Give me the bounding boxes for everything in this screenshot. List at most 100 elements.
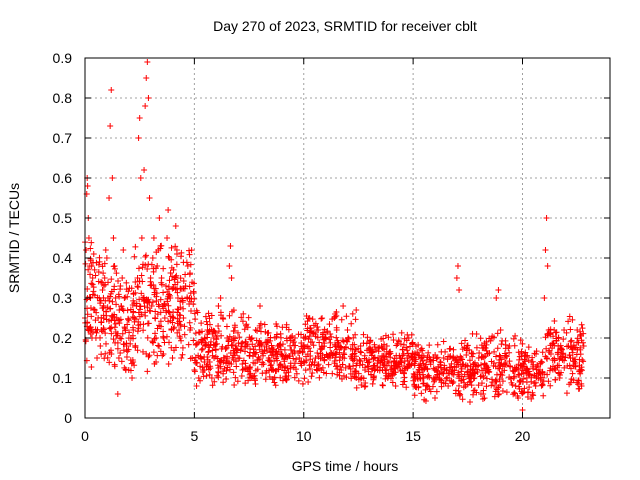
data-point (515, 366, 522, 373)
data-point (180, 305, 187, 312)
data-point (383, 367, 390, 374)
data-point (460, 384, 467, 391)
data-point (256, 355, 263, 362)
data-point (456, 287, 463, 293)
data-point (419, 357, 426, 364)
data-point (305, 315, 312, 322)
data-point (152, 315, 159, 322)
data-point (459, 346, 466, 353)
data-point (453, 356, 460, 363)
data-point (168, 244, 175, 251)
data-point (293, 370, 300, 377)
data-point (157, 296, 164, 303)
data-point (120, 347, 127, 354)
data-point (157, 348, 164, 355)
data-point (144, 334, 151, 341)
data-point (87, 330, 94, 337)
y-tick-label: 0.6 (53, 170, 73, 186)
data-point (525, 344, 532, 351)
data-point (349, 310, 356, 317)
data-point (369, 366, 376, 373)
data-point (345, 334, 352, 341)
data-point (470, 350, 477, 357)
data-point (542, 247, 549, 253)
data-point (352, 346, 359, 353)
data-point (169, 314, 176, 321)
data-point (488, 358, 495, 365)
data-point (226, 312, 233, 319)
data-point (482, 353, 489, 360)
data-point (483, 338, 490, 345)
data-point (227, 243, 234, 249)
data-point (520, 375, 527, 382)
data-point (502, 337, 509, 344)
data-point (85, 235, 92, 241)
data-point (121, 341, 128, 348)
data-point (82, 260, 89, 267)
data-point (215, 323, 222, 330)
data-point (426, 386, 433, 393)
data-point (156, 343, 163, 350)
data-point (91, 266, 98, 273)
data-point (96, 254, 103, 261)
data-point (493, 371, 500, 378)
data-point (578, 337, 585, 344)
data-point (130, 327, 137, 334)
data-point (463, 352, 470, 359)
data-point (141, 303, 148, 310)
data-point (109, 313, 116, 320)
data-point (124, 321, 131, 328)
data-point (414, 376, 421, 383)
data-point (560, 350, 567, 357)
data-point (166, 339, 173, 346)
data-point (509, 381, 516, 388)
data-point (136, 313, 143, 320)
data-point (98, 351, 105, 358)
data-point (570, 342, 577, 349)
data-point (252, 343, 259, 350)
data-point (371, 343, 378, 350)
data-point (112, 295, 119, 301)
data-point (153, 249, 160, 256)
data-point (240, 366, 247, 373)
data-point (496, 365, 503, 372)
x-tick-label: 5 (190, 428, 198, 444)
data-point (111, 363, 118, 370)
data-point (115, 278, 122, 285)
data-point (267, 334, 274, 341)
data-point (129, 332, 136, 339)
data-point (279, 377, 286, 384)
data-point (154, 325, 161, 332)
data-point (173, 261, 180, 268)
data-point (241, 326, 248, 333)
data-point (90, 284, 97, 291)
data-point (481, 361, 488, 368)
data-point (458, 377, 465, 384)
data-point (273, 323, 280, 330)
data-point (192, 316, 199, 323)
data-point (112, 320, 119, 327)
data-point (205, 366, 212, 373)
data-point (196, 329, 203, 336)
data-point (129, 375, 136, 381)
data-point (580, 343, 587, 349)
data-point (312, 333, 319, 340)
data-point (108, 330, 115, 337)
data-point (302, 333, 309, 340)
data-point (146, 352, 153, 359)
data-point (486, 335, 493, 342)
data-point (156, 215, 163, 221)
data-point (360, 340, 367, 347)
data-point (567, 338, 574, 345)
data-point (202, 342, 209, 349)
data-point (156, 322, 163, 329)
data-point (198, 346, 205, 353)
data-point (117, 349, 124, 356)
data-point (496, 376, 503, 383)
data-point (327, 331, 334, 338)
data-point (431, 376, 438, 383)
data-point (388, 364, 395, 371)
data-point (95, 278, 102, 285)
data-point (87, 324, 94, 331)
data-point (160, 328, 167, 335)
